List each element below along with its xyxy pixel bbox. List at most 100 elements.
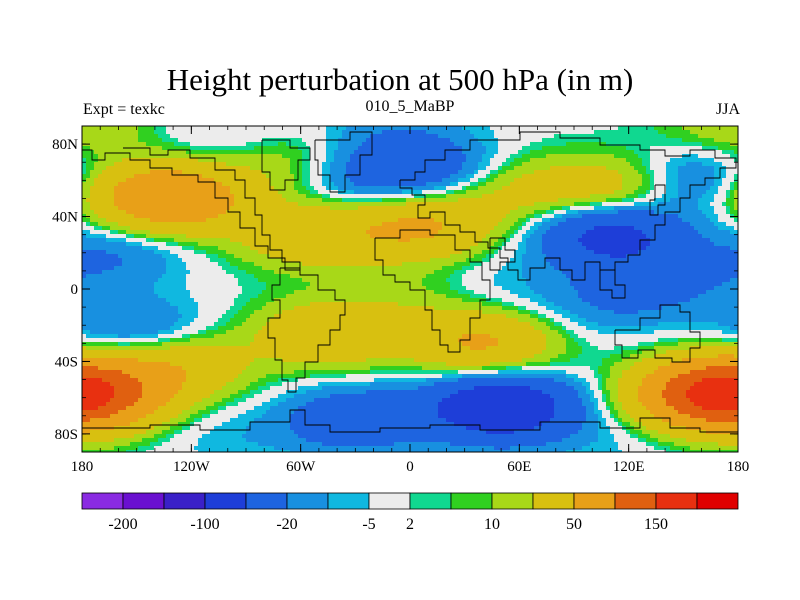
field-cell: [534, 202, 574, 206]
field-cell: [354, 182, 426, 186]
field-cell: [90, 206, 118, 210]
field-cell: [502, 298, 530, 302]
field-cell: [322, 182, 334, 186]
field-cell: [606, 394, 610, 398]
field-cell: [294, 394, 330, 398]
field-cell: [710, 186, 718, 190]
field-cell: [526, 238, 542, 242]
field-cell: [322, 174, 330, 178]
field-cell: [142, 242, 166, 246]
field-cell: [90, 218, 106, 222]
field-cell: [606, 142, 702, 146]
field-cell: [166, 402, 194, 406]
field-cell: [122, 158, 198, 162]
colorbar-box: [245, 492, 288, 510]
field-cell: [346, 374, 442, 378]
field-cell: [158, 134, 170, 138]
field-cell: [278, 394, 294, 398]
field-cell: [658, 442, 674, 446]
field-cell: [606, 198, 622, 202]
field-cell: [466, 158, 482, 162]
x-tick-label: 60E: [507, 459, 531, 475]
field-cell: [594, 206, 614, 210]
field-cell: [178, 310, 198, 314]
field-cell: [262, 326, 534, 330]
field-cell: [642, 178, 650, 182]
field-cell: [638, 434, 650, 438]
field-cell: [82, 142, 146, 146]
field-cell: [598, 366, 610, 370]
y-tick-label: 40N: [52, 210, 78, 226]
field-cell: [198, 410, 210, 414]
field-cell: [182, 366, 246, 370]
field-cell: [554, 406, 586, 410]
field-cell: [730, 190, 734, 194]
field-cell: [462, 146, 486, 150]
field-cell: [734, 226, 738, 230]
field-cell: [574, 330, 598, 334]
field-cell: [530, 150, 634, 154]
field-cell: [110, 382, 142, 386]
field-cell: [566, 350, 582, 354]
field-cell: [642, 422, 670, 426]
field-cell: [662, 394, 686, 398]
field-cell: [714, 286, 738, 290]
field-cell: [598, 414, 602, 418]
field-cell: [570, 318, 586, 322]
field-cell: [598, 370, 610, 374]
field-cell: [606, 382, 618, 386]
field-cell: [322, 194, 330, 198]
field-cell: [650, 178, 654, 182]
field-cell: [610, 406, 614, 410]
field-cell: [190, 422, 194, 426]
field-cell: [146, 238, 154, 242]
field-cell: [650, 162, 666, 166]
field-cell: [618, 386, 638, 390]
field-cell: [550, 166, 606, 170]
field-cell: [90, 190, 114, 194]
field-cell: [222, 422, 250, 426]
coastline-canadian-arctic: [261, 139, 311, 191]
field-cell: [82, 238, 106, 242]
field-cell: [638, 398, 666, 402]
field-cell: [586, 406, 594, 410]
field-cell: [142, 390, 178, 394]
field-cell: [246, 270, 274, 274]
field-cell: [114, 438, 142, 442]
field-cell: [654, 370, 690, 374]
field-cell: [666, 162, 686, 166]
field-cell: [114, 194, 234, 198]
field-cell: [466, 154, 482, 158]
field-cell: [574, 286, 714, 290]
field-cell: [530, 322, 546, 326]
field-cell: [534, 210, 546, 214]
field-cell: [522, 162, 630, 166]
field-cell: [94, 162, 114, 166]
field-cell: [418, 386, 474, 390]
field-cell: [302, 174, 310, 178]
field-cell: [90, 418, 138, 422]
field-cell: [406, 198, 458, 202]
field-cell: [82, 382, 110, 386]
field-cell: [682, 358, 738, 362]
field-cell: [666, 170, 678, 174]
field-cell: [82, 322, 174, 326]
field-cell: [586, 414, 598, 418]
field-cell: [170, 134, 326, 138]
field-cell: [482, 194, 590, 198]
field-cell: [654, 346, 690, 350]
field-cell: [618, 414, 630, 418]
field-cell: [654, 174, 666, 178]
field-cell: [302, 166, 310, 170]
field-cell: [130, 374, 186, 378]
field-cell: [298, 378, 374, 382]
field-cell: [326, 146, 338, 150]
field-cell: [446, 294, 470, 298]
field-cell: [118, 334, 130, 338]
field-cell: [194, 446, 274, 450]
field-cell: [246, 302, 266, 306]
field-cell: [166, 266, 186, 270]
field-cell: [726, 198, 734, 202]
field-cell: [638, 154, 650, 158]
field-cell: [546, 210, 554, 214]
